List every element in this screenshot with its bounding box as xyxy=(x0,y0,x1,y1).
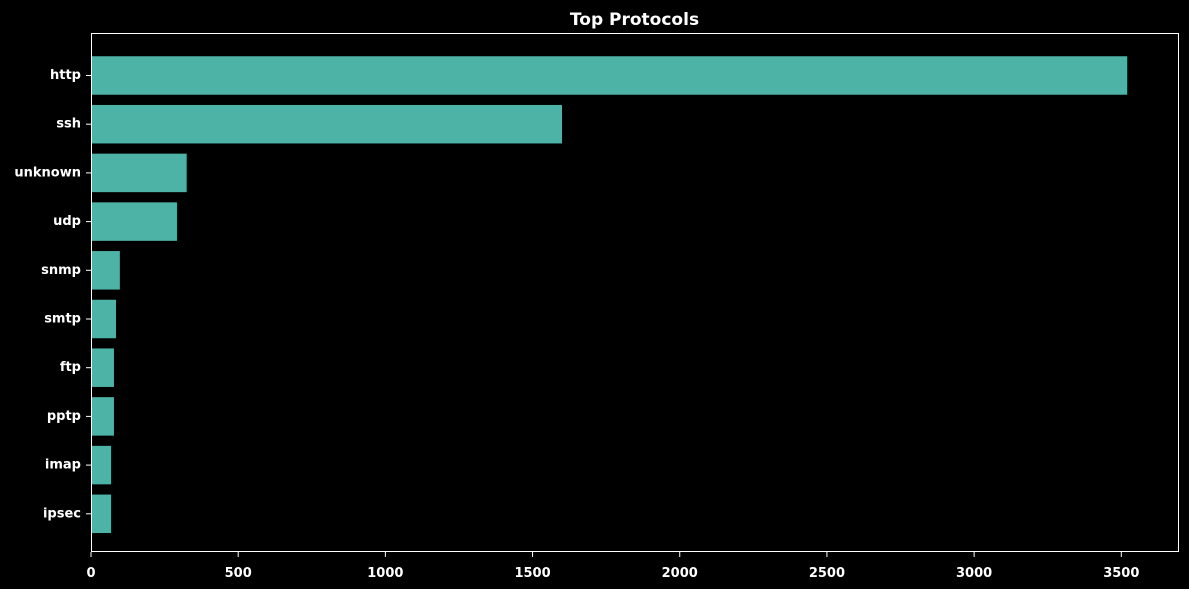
y-tick-label: udp xyxy=(53,214,81,229)
x-tick-label: 2500 xyxy=(809,566,845,581)
x-tick-label: 500 xyxy=(225,566,252,581)
plot-frame xyxy=(91,33,1179,552)
bar-imap xyxy=(91,445,112,485)
x-tick-label: 3500 xyxy=(1103,566,1139,581)
bar-smtp xyxy=(91,299,117,339)
x-tick-label: 2000 xyxy=(662,566,698,581)
chart-title: Top Protocols xyxy=(570,10,699,30)
bar-ssh xyxy=(91,104,562,144)
y-tick-label: pptp xyxy=(47,409,81,424)
x-tick-label: 1000 xyxy=(367,566,403,581)
bar-unknown xyxy=(91,153,187,193)
y-tick-label: snmp xyxy=(41,263,81,278)
bar-udp xyxy=(91,202,177,241)
x-tick-label: 0 xyxy=(86,566,95,581)
bar-pptp xyxy=(91,397,114,436)
y-tick-label: smtp xyxy=(44,312,81,327)
bar-snmp xyxy=(91,251,120,290)
y-tick-label: http xyxy=(50,68,81,83)
y-tick-label: imap xyxy=(45,458,81,473)
y-axis-ticks: http ssh unknown udp snmp smtp ftp pptp imap ipse… xyxy=(14,68,91,521)
bar-ipsec xyxy=(91,494,112,534)
x-tick-label: 3000 xyxy=(956,566,992,581)
bar-http xyxy=(91,56,1128,95)
y-tick-label: ftp xyxy=(60,360,81,375)
y-tick-label: ipsec xyxy=(43,506,81,521)
y-tick-label: unknown xyxy=(14,165,81,180)
bar-ftp xyxy=(91,348,114,387)
x-axis-ticks: 0 500 1000 1500 2000 2500 3000 3500 xyxy=(86,552,1139,581)
x-tick-label: 1500 xyxy=(514,566,550,581)
bars-group xyxy=(91,56,1128,534)
y-tick-label: ssh xyxy=(56,117,81,132)
